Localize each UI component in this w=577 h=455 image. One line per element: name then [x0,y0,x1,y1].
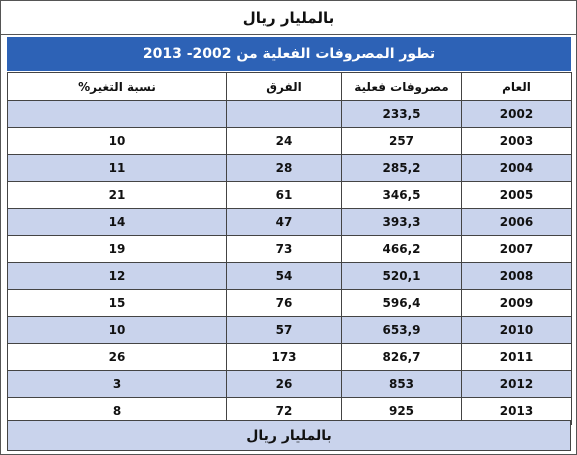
table-title: تطور المصروفات الفعلية من 2002- 2013 [7,37,571,71]
bottom-unit-caption: بالمليار ريال [7,420,571,451]
cell-year: 2011 [461,343,572,371]
cell-actual: 393,3 [341,208,462,236]
cell-actual: 653,9 [341,316,462,344]
cell-change-percent: 3 [7,370,227,398]
cell-year: 2002 [461,100,572,128]
table-row: 2008 520,1 54 12 [7,262,572,290]
cell-year: 2008 [461,262,572,290]
cell-change-percent: 12 [7,262,227,290]
cell-difference: 73 [226,235,342,263]
top-unit-caption: بالمليار ريال [1,1,576,35]
header-change-percent: نسبة التغير% [7,72,227,101]
cell-change-percent: 11 [7,154,227,182]
cell-difference: 76 [226,289,342,317]
cell-difference: 26 [226,370,342,398]
cell-change-percent [7,100,227,128]
table-row: 2010 653,9 57 10 [7,316,572,344]
header-actual: مصروفات فعلية [341,72,462,101]
table-row: 2006 393,3 47 14 [7,208,572,236]
cell-actual: 596,4 [341,289,462,317]
cell-year: 2010 [461,316,572,344]
header-row: العام مصروفات فعلية الفرق نسبة التغير% [7,72,572,101]
cell-year: 2012 [461,370,572,398]
expenditure-table: العام مصروفات فعلية الفرق نسبة التغير% 2… [7,72,572,425]
cell-difference: 61 [226,181,342,209]
cell-actual: 853 [341,370,462,398]
cell-difference [226,100,342,128]
cell-year: 2005 [461,181,572,209]
cell-actual: 285,2 [341,154,462,182]
cell-year: 2009 [461,289,572,317]
cell-actual: 257 [341,127,462,155]
cell-change-percent: 14 [7,208,227,236]
header-year: العام [461,72,572,101]
table-row: 2007 466,2 73 19 [7,235,572,263]
cell-year: 2003 [461,127,572,155]
cell-actual: 826,7 [341,343,462,371]
cell-actual: 346,5 [341,181,462,209]
table-row: 2003 257 24 10 [7,127,572,155]
cell-difference: 57 [226,316,342,344]
table-row: 2009 596,4 76 15 [7,289,572,317]
cell-actual: 520,1 [341,262,462,290]
cell-difference: 54 [226,262,342,290]
cell-year: 2006 [461,208,572,236]
table-row: 2012 853 26 3 [7,370,572,398]
cell-difference: 28 [226,154,342,182]
cell-change-percent: 15 [7,289,227,317]
cell-difference: 47 [226,208,342,236]
cell-year: 2007 [461,235,572,263]
cell-change-percent: 10 [7,127,227,155]
cell-change-percent: 19 [7,235,227,263]
table-row: 2011 826,7 173 26 [7,343,572,371]
header-difference: الفرق [226,72,342,101]
cell-difference: 24 [226,127,342,155]
table-row: 2002 233,5 [7,100,572,128]
cell-actual: 466,2 [341,235,462,263]
cell-difference: 173 [226,343,342,371]
cell-change-percent: 21 [7,181,227,209]
table-row: 2005 346,5 61 21 [7,181,572,209]
cell-change-percent: 26 [7,343,227,371]
cell-actual: 233,5 [341,100,462,128]
cell-change-percent: 10 [7,316,227,344]
cell-year: 2004 [461,154,572,182]
table-row: 2004 285,2 28 11 [7,154,572,182]
